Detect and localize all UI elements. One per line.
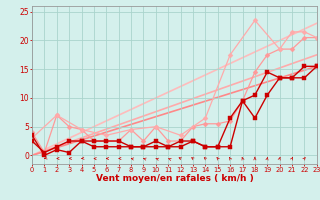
- X-axis label: Vent moyen/en rafales ( km/h ): Vent moyen/en rafales ( km/h ): [96, 174, 253, 183]
